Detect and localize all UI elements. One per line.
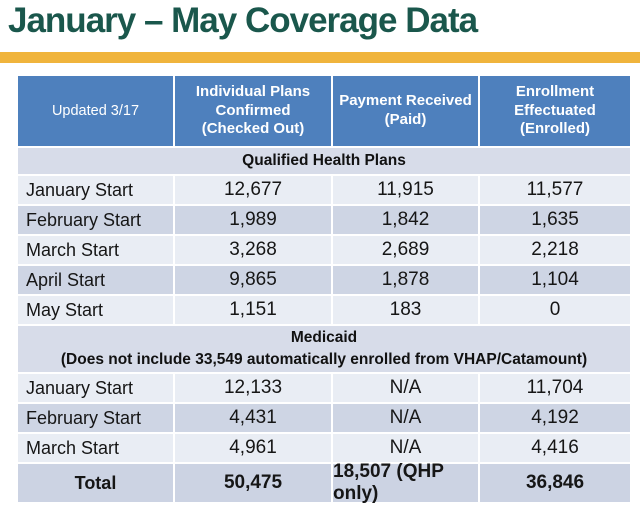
cell-confirmed: 1,989 xyxy=(175,206,331,234)
row-label: March Start xyxy=(18,236,173,264)
cell-paid: 1,878 xyxy=(333,266,478,294)
header-individual-plans-confirmed: Individual Plans Confirmed (Checked Out) xyxy=(175,76,331,146)
row-label: January Start xyxy=(18,374,173,402)
cell-confirmed: 9,865 xyxy=(175,266,331,294)
row-label: January Start xyxy=(18,176,173,204)
cell-enrolled: 2,218 xyxy=(480,236,630,264)
total-paid: 18,507 (QHP only) xyxy=(333,461,478,504)
title-accent-bar xyxy=(0,52,640,63)
cell-paid: N/A xyxy=(333,434,478,462)
total-confirmed: 50,475 xyxy=(175,464,331,502)
cell-paid: 183 xyxy=(333,296,478,324)
total-label: Total xyxy=(18,464,173,502)
cell-enrolled: 1,104 xyxy=(480,266,630,294)
cell-confirmed: 3,268 xyxy=(175,236,331,264)
coverage-data-table: Updated 3/17 Individual Plans Confirmed … xyxy=(18,76,630,504)
cell-confirmed: 4,431 xyxy=(175,404,331,432)
row-label: April Start xyxy=(18,266,173,294)
header-updated-date: Updated 3/17 xyxy=(18,76,173,146)
cell-enrolled: 0 xyxy=(480,296,630,324)
cell-paid: 2,689 xyxy=(333,236,478,264)
cell-enrolled: 4,416 xyxy=(480,434,630,462)
cell-confirmed: 12,677 xyxy=(175,176,331,204)
section-band-qualified-health-plans: Qualified Health Plans xyxy=(18,148,630,174)
medicaid-band-title: Medicaid xyxy=(290,329,358,347)
row-label: March Start xyxy=(18,434,173,462)
cell-enrolled: 1,635 xyxy=(480,206,630,234)
medicaid-band-note: (Does not include 33,549 automatically e… xyxy=(60,351,588,368)
page-title: January – May Coverage Data xyxy=(8,1,478,40)
cell-paid: 1,842 xyxy=(333,206,478,234)
header-enrollment-effectuated: Enrollment Effectuated (Enrolled) xyxy=(480,76,630,146)
cell-paid: 11,915 xyxy=(333,176,478,204)
row-label: May Start xyxy=(18,296,173,324)
row-label: February Start xyxy=(18,206,173,234)
section-band-medicaid: Medicaid (Does not include 33,549 automa… xyxy=(18,326,630,372)
cell-enrolled: 4,192 xyxy=(480,404,630,432)
cell-paid: N/A xyxy=(333,404,478,432)
total-enrolled: 36,846 xyxy=(480,464,630,502)
header-payment-received: Payment Received (Paid) xyxy=(333,76,478,146)
cell-confirmed: 12,133 xyxy=(175,374,331,402)
cell-confirmed: 4,961 xyxy=(175,434,331,462)
cell-paid: N/A xyxy=(333,374,478,402)
cell-enrolled: 11,577 xyxy=(480,176,630,204)
cell-confirmed: 1,151 xyxy=(175,296,331,324)
cell-enrolled: 11,704 xyxy=(480,374,630,402)
row-label: February Start xyxy=(18,404,173,432)
